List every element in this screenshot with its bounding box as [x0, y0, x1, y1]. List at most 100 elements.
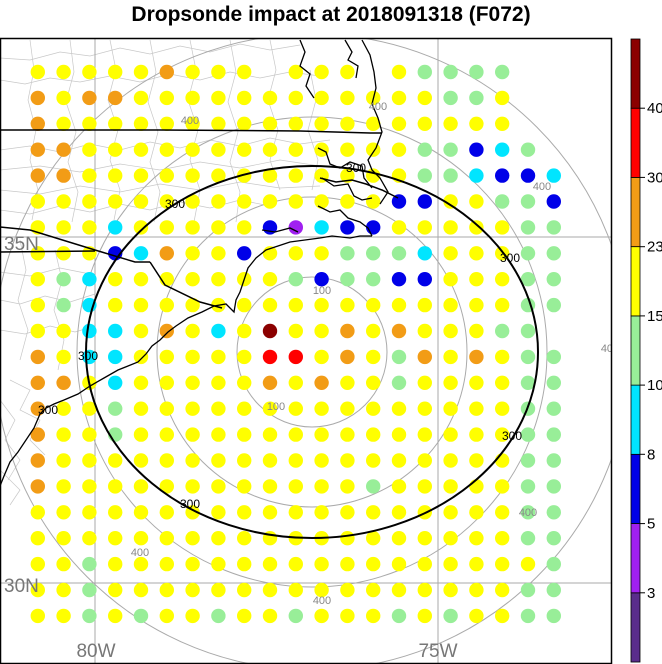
impact-dot	[288, 453, 303, 468]
lon-label-75w: 75W	[418, 641, 457, 662]
impact-dot	[108, 272, 123, 287]
impact-dot	[443, 90, 458, 106]
impact-dot	[417, 453, 432, 468]
impact-dot	[159, 194, 174, 209]
impact-dot	[262, 323, 278, 339]
impact-dot	[30, 64, 45, 80]
impact-dot	[366, 349, 381, 365]
ring-label: 400	[181, 115, 199, 127]
impact-dot	[443, 220, 458, 235]
impact-dot	[288, 323, 303, 339]
impact-dot	[443, 64, 458, 80]
impact-dot	[391, 479, 407, 494]
impact-dot	[469, 479, 484, 494]
ring-label: 100	[313, 285, 331, 297]
impact-dot	[262, 556, 278, 572]
impact-dot	[469, 349, 484, 365]
ring-label: 400	[369, 101, 387, 113]
impact-dot	[159, 323, 174, 339]
impact-dot	[546, 556, 561, 572]
impact-dot	[469, 323, 484, 339]
impact-dot	[314, 401, 329, 416]
impact-dot	[340, 323, 355, 339]
impact-dot	[495, 116, 510, 131]
impact-dot	[159, 297, 174, 313]
impact-dot	[340, 220, 355, 235]
impact-dot	[56, 220, 71, 235]
impact-dot	[133, 479, 149, 494]
colorbar: 3 5 8 10 15 23 30 40	[630, 38, 662, 663]
impact-dot	[185, 272, 200, 287]
impact-dot	[82, 531, 97, 546]
impact-dot	[108, 582, 123, 598]
impact-dot	[56, 142, 71, 157]
impact-dot	[443, 427, 458, 442]
impact-dot	[159, 168, 174, 183]
impact-dot	[133, 323, 149, 339]
impact-dot	[314, 90, 329, 106]
impact-dot	[520, 168, 536, 183]
colorbar-segment	[630, 38, 641, 109]
impact-dot	[133, 297, 149, 313]
impact-dot	[314, 608, 329, 624]
impact-dot	[133, 556, 149, 572]
impact-dot	[82, 168, 97, 183]
impact-dot	[314, 556, 329, 572]
impact-dot	[495, 608, 510, 624]
impact-dot	[133, 142, 149, 157]
impact-dot	[56, 375, 71, 390]
impact-dot	[262, 272, 278, 287]
impact-dot	[30, 582, 45, 598]
impact-dot	[108, 90, 123, 106]
impact-dot	[288, 64, 303, 80]
impact-dot	[56, 297, 71, 313]
impact-dot	[417, 194, 432, 209]
impact-dot	[185, 64, 200, 80]
impact-dots	[30, 64, 561, 624]
impact-dot	[366, 479, 381, 494]
impact-dot	[108, 220, 123, 235]
impact-dot	[159, 479, 174, 494]
impact-dot	[314, 64, 329, 80]
impact-dot	[391, 116, 407, 131]
impact-dot	[56, 90, 71, 106]
impact-dot	[262, 349, 278, 365]
impact-dot	[469, 116, 484, 131]
impact-dot	[237, 194, 252, 209]
impact-dot	[185, 453, 200, 468]
contour-label: 300	[38, 403, 58, 417]
impact-dot	[391, 64, 407, 80]
impact-dot	[237, 116, 252, 131]
impact-dot	[314, 375, 329, 390]
ring-label: 400	[601, 343, 619, 355]
impact-dot	[546, 582, 561, 598]
impact-dot	[495, 323, 510, 339]
impact-dot	[495, 272, 510, 287]
impact-dot	[288, 582, 303, 598]
impact-dot	[237, 505, 252, 520]
impact-dot	[366, 401, 381, 416]
impact-dot	[108, 401, 123, 416]
impact-dot	[520, 323, 536, 339]
impact-dot	[391, 453, 407, 468]
impact-dot	[443, 297, 458, 313]
impact-dot	[469, 556, 484, 572]
contour-label: 300	[78, 349, 98, 363]
colorbar-segment	[630, 523, 641, 594]
impact-dot	[495, 427, 510, 442]
impact-dot	[288, 375, 303, 390]
impact-dot	[108, 479, 123, 494]
impact-dot	[366, 556, 381, 572]
impact-dot	[469, 246, 484, 261]
impact-dot	[443, 401, 458, 416]
impact-dot	[288, 220, 303, 235]
impact-dot	[443, 582, 458, 598]
impact-dot	[443, 323, 458, 339]
impact-dot	[82, 220, 97, 235]
impact-dot	[520, 375, 536, 390]
impact-dot	[340, 453, 355, 468]
impact-dot	[417, 246, 432, 261]
impact-dot	[133, 375, 149, 390]
impact-dot	[211, 608, 226, 624]
impact-dot	[159, 246, 174, 261]
